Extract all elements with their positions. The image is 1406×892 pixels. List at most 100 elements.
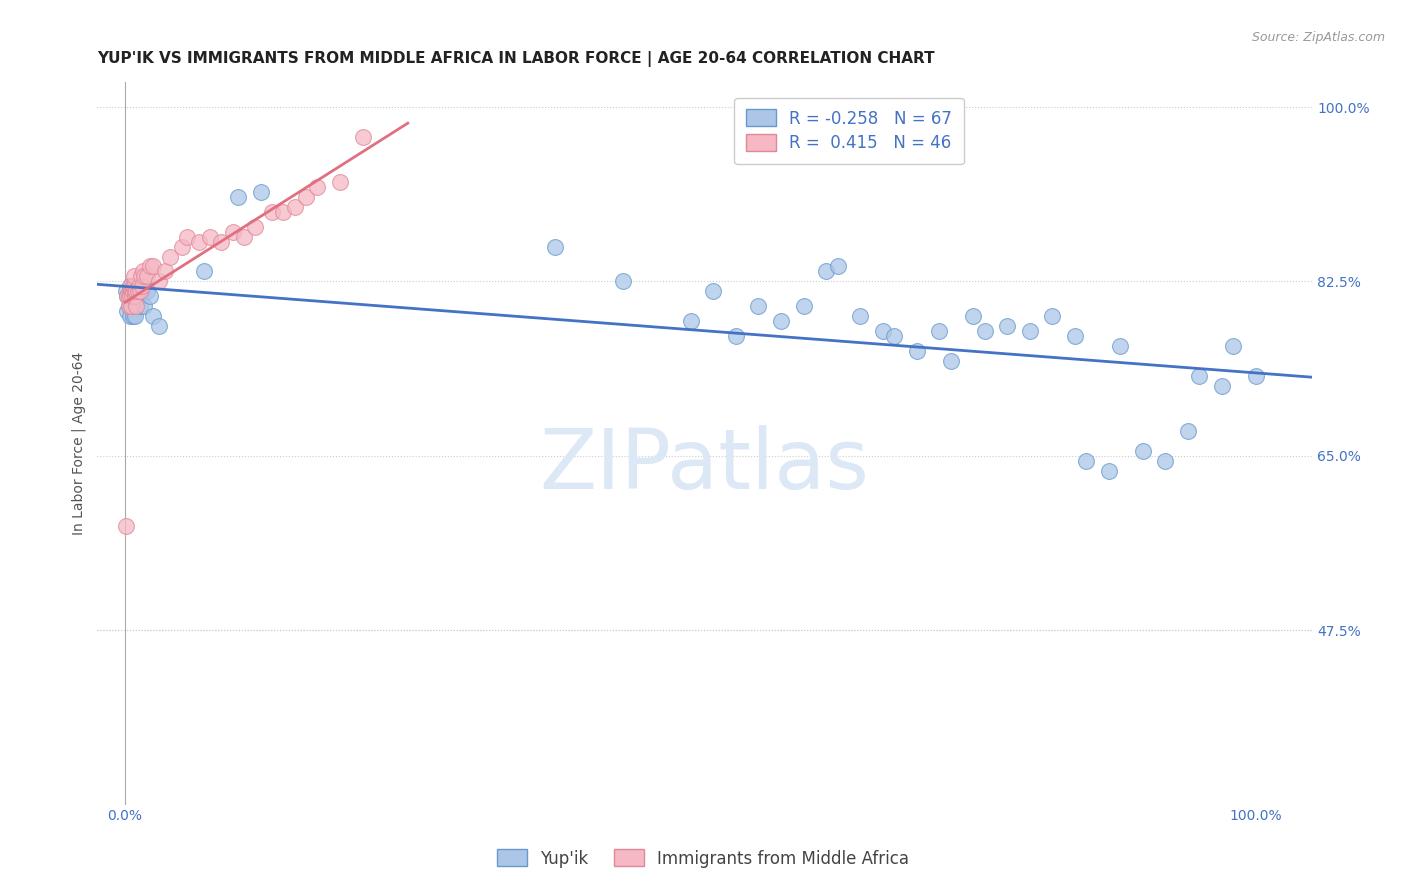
Point (118, 289, 141, 303)
Point (148, 275, 170, 289)
Point (226, 190, 249, 204)
Point (872, 324, 894, 338)
Point (132, 279, 155, 293)
Point (679, 314, 702, 328)
Point (134, 269, 156, 284)
Point (120, 299, 142, 313)
Point (121, 279, 143, 293)
Point (117, 289, 139, 303)
Point (905, 344, 928, 359)
Legend: Yup'ik, Immigrants from Middle Africa: Yup'ik, Immigrants from Middle Africa (485, 838, 921, 880)
Point (702, 285, 724, 299)
Point (118, 279, 141, 293)
Point (928, 324, 950, 338)
Point (1211, 379, 1233, 393)
Point (120, 285, 142, 299)
Point (134, 299, 156, 313)
Point (995, 319, 1018, 334)
Point (135, 285, 157, 299)
Point (1177, 424, 1199, 438)
Point (118, 285, 141, 299)
Text: Source: ZipAtlas.com: Source: ZipAtlas.com (1251, 31, 1385, 45)
Point (131, 279, 153, 293)
Point (849, 310, 872, 324)
Point (125, 289, 148, 303)
Point (120, 285, 142, 299)
Point (1154, 454, 1177, 468)
Point (142, 260, 165, 274)
Point (329, 175, 352, 189)
Legend: R = -0.258   N = 67, R =  0.415   N = 46: R = -0.258 N = 67, R = 0.415 N = 46 (734, 98, 963, 164)
Point (128, 299, 150, 313)
Point (187, 235, 209, 249)
Point (827, 260, 849, 274)
Point (170, 239, 193, 253)
Y-axis label: In Labor Force | Age 20-64: In Labor Force | Age 20-64 (72, 351, 86, 535)
Point (148, 319, 170, 334)
Point (121, 289, 143, 303)
Point (132, 264, 155, 278)
Point (120, 299, 142, 313)
Point (117, 289, 139, 303)
Point (122, 279, 145, 293)
Point (1188, 369, 1211, 384)
Point (121, 285, 143, 299)
Point (1018, 324, 1040, 338)
Point (128, 279, 150, 293)
Point (612, 275, 634, 289)
Point (1098, 464, 1121, 478)
Point (115, 518, 138, 533)
Point (1132, 443, 1154, 458)
Point (1064, 329, 1087, 343)
Point (962, 310, 984, 324)
Point (118, 310, 141, 324)
Point (243, 219, 266, 234)
Point (124, 285, 146, 299)
Point (142, 310, 165, 324)
Point (1244, 369, 1267, 384)
Point (125, 299, 148, 313)
Point (115, 285, 138, 299)
Point (883, 329, 905, 343)
Point (284, 200, 307, 214)
Point (273, 204, 295, 219)
Point (815, 264, 838, 278)
Point (793, 299, 815, 313)
Point (122, 299, 145, 313)
Point (117, 299, 139, 313)
Point (127, 285, 149, 299)
Point (124, 310, 146, 324)
Point (198, 229, 221, 244)
Point (129, 289, 152, 303)
Point (724, 329, 747, 343)
Point (153, 264, 176, 278)
Point (139, 289, 162, 303)
Point (122, 285, 145, 299)
Point (939, 354, 962, 368)
Point (176, 229, 198, 244)
Point (120, 289, 142, 303)
Point (117, 299, 139, 313)
Point (125, 285, 148, 299)
Point (128, 289, 150, 303)
Text: YUP'IK VS IMMIGRANTS FROM MIDDLE AFRICA IN LABOR FORCE | AGE 20-64 CORRELATION C: YUP'IK VS IMMIGRANTS FROM MIDDLE AFRICA … (97, 51, 935, 67)
Point (124, 285, 146, 299)
Point (544, 239, 567, 253)
Point (128, 285, 150, 299)
Point (118, 279, 141, 293)
Point (249, 185, 271, 199)
Point (769, 314, 792, 328)
Point (117, 289, 139, 303)
Point (1076, 454, 1098, 468)
Point (973, 324, 995, 338)
Point (122, 285, 145, 299)
Point (129, 269, 152, 284)
Point (209, 235, 232, 249)
Point (117, 304, 139, 318)
Text: ZIPatlas: ZIPatlas (540, 425, 869, 506)
Point (1109, 339, 1132, 353)
Point (121, 299, 143, 313)
Point (352, 130, 374, 145)
Point (193, 264, 215, 278)
Point (159, 250, 181, 264)
